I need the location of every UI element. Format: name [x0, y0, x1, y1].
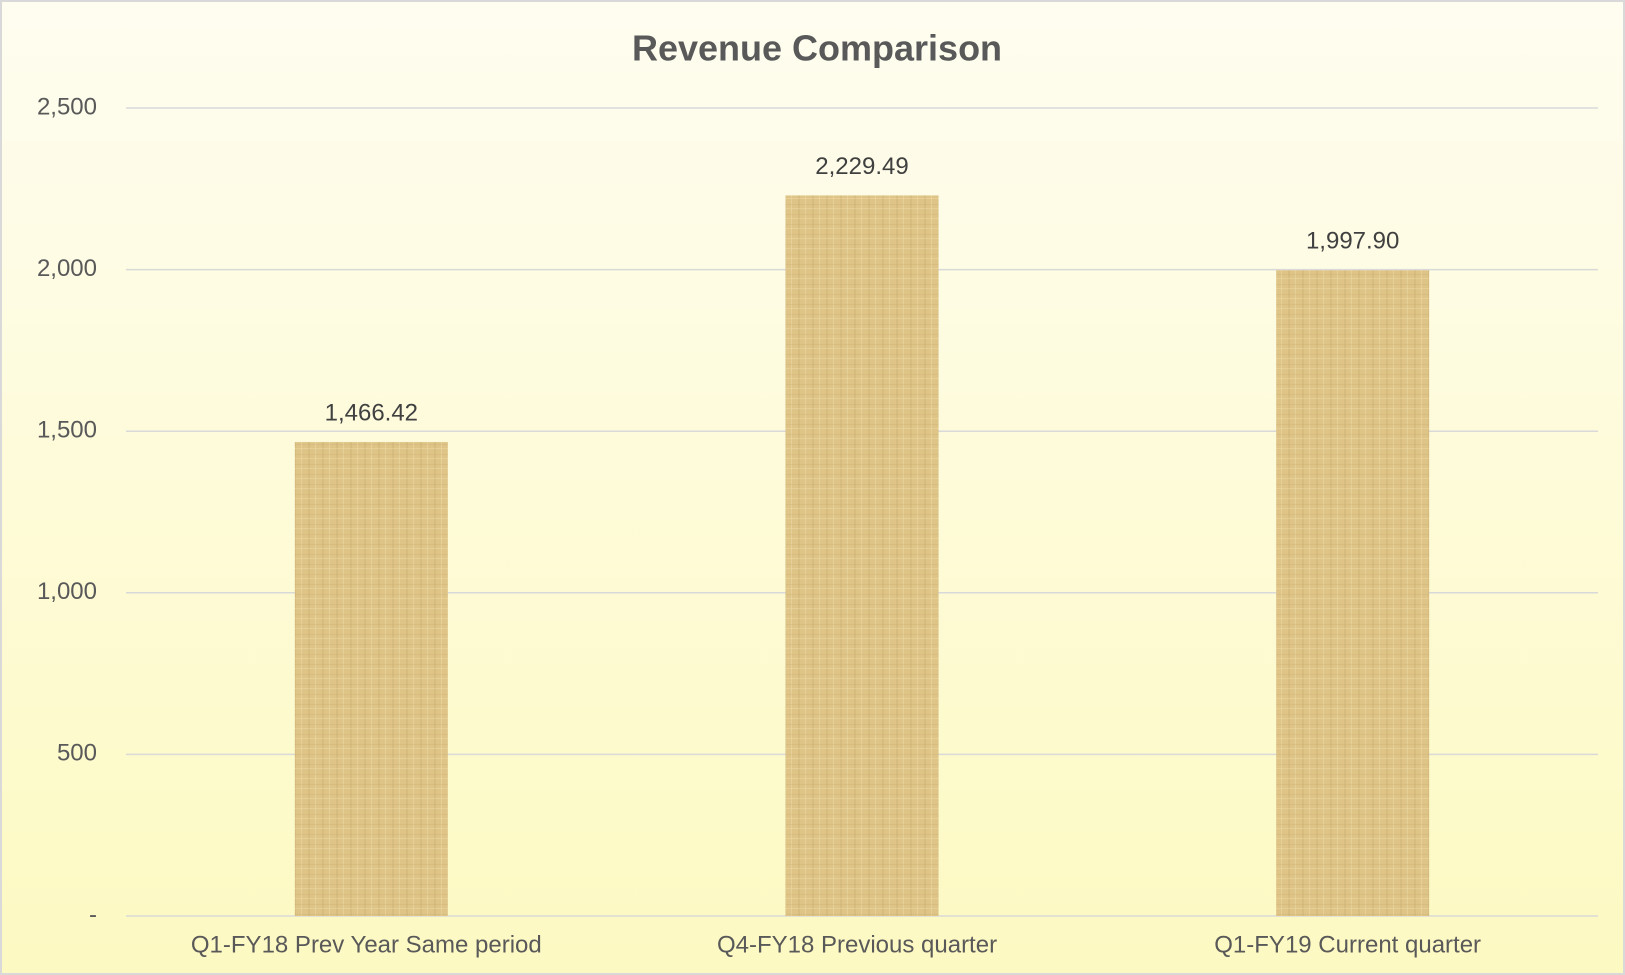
data-label: 1,997.90 — [1306, 228, 1399, 255]
x-tick-label: Q1-FY19 Current quarter — [1214, 931, 1481, 958]
x-tick-label: Q1-FY18 Prev Year Same period — [191, 931, 542, 958]
y-tick-label: 1,000 — [37, 578, 97, 605]
data-label: 2,229.49 — [815, 153, 908, 180]
chart-title: Revenue Comparison — [632, 28, 1002, 69]
data-label: 1,466.42 — [325, 399, 418, 426]
bar — [294, 442, 448, 916]
y-tick-label: - — [89, 901, 97, 928]
y-tick-label: 500 — [57, 740, 97, 767]
y-tick-label: 2,000 — [37, 255, 97, 282]
bar — [785, 195, 939, 916]
bar — [1276, 270, 1430, 917]
x-tick-label: Q4-FY18 Previous quarter — [717, 931, 997, 958]
y-tick-label: 2,500 — [37, 93, 97, 120]
y-tick-label: 1,500 — [37, 417, 97, 444]
